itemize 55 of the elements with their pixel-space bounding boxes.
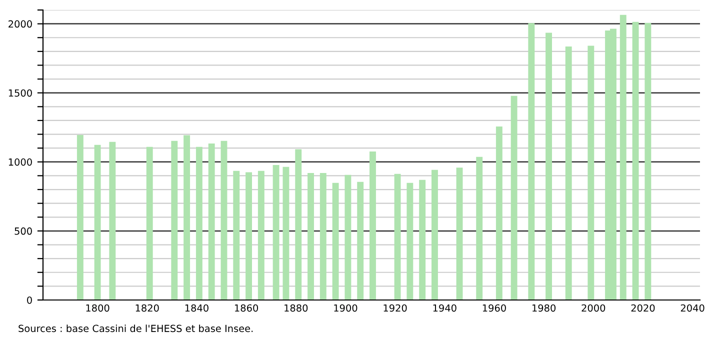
bar: [196, 146, 202, 300]
y-tick-label: 1000: [8, 158, 32, 166]
bar: [272, 164, 280, 300]
bar: [171, 140, 178, 300]
x-tick-label: 2000: [582, 304, 606, 312]
y-tick-label: 1500: [8, 89, 32, 97]
bar: [632, 22, 639, 300]
source-note: Sources : base Cassini de l'EHESS et base Insee.: [18, 324, 253, 332]
y-tick-label: 2000: [8, 20, 32, 28]
x-tick-label: 2020: [631, 304, 655, 312]
bar: [546, 32, 552, 300]
bar: [258, 170, 264, 300]
bar: [344, 174, 352, 300]
bar: [370, 152, 376, 300]
bar: [246, 172, 252, 300]
bar: [496, 126, 502, 300]
x-tick-label: 1960: [482, 304, 506, 312]
bar: [528, 23, 535, 300]
x-tick-label: 1840: [185, 304, 208, 312]
bar: [419, 180, 426, 300]
bar: [406, 182, 414, 300]
x-tick-label: 1940: [433, 304, 456, 312]
bar: [644, 22, 652, 300]
bar: [282, 166, 290, 300]
bar: [308, 172, 314, 300]
bar: [620, 14, 626, 300]
bar: [332, 182, 339, 300]
x-tick-label: 1800: [86, 304, 110, 312]
x-tick-label: 2040: [680, 304, 704, 312]
bar: [357, 182, 364, 300]
bar: [588, 46, 594, 300]
x-tick-label: 1860: [234, 304, 258, 312]
bar: [432, 170, 438, 300]
bar: [565, 46, 572, 300]
bar: [320, 172, 326, 300]
bar: [208, 144, 215, 300]
bar: [233, 170, 240, 300]
bar: [295, 149, 302, 300]
y-tick-label: 0: [27, 296, 32, 304]
bar: [94, 144, 101, 300]
bar: [184, 135, 190, 300]
x-tick-label: 1820: [136, 304, 159, 312]
bar: [220, 140, 228, 300]
bar: [109, 142, 116, 300]
x-tick-label: 1920: [384, 304, 407, 312]
x-tick-label: 1880: [284, 304, 308, 312]
x-tick-label: 1900: [334, 304, 358, 312]
bar: [456, 168, 463, 300]
x-tick-label: 1980: [532, 304, 556, 312]
y-tick-label: 500: [14, 227, 32, 235]
bar: [394, 174, 401, 300]
bar: [510, 96, 518, 300]
bar: [476, 156, 483, 300]
bar: [146, 146, 153, 300]
bar: [76, 134, 84, 300]
